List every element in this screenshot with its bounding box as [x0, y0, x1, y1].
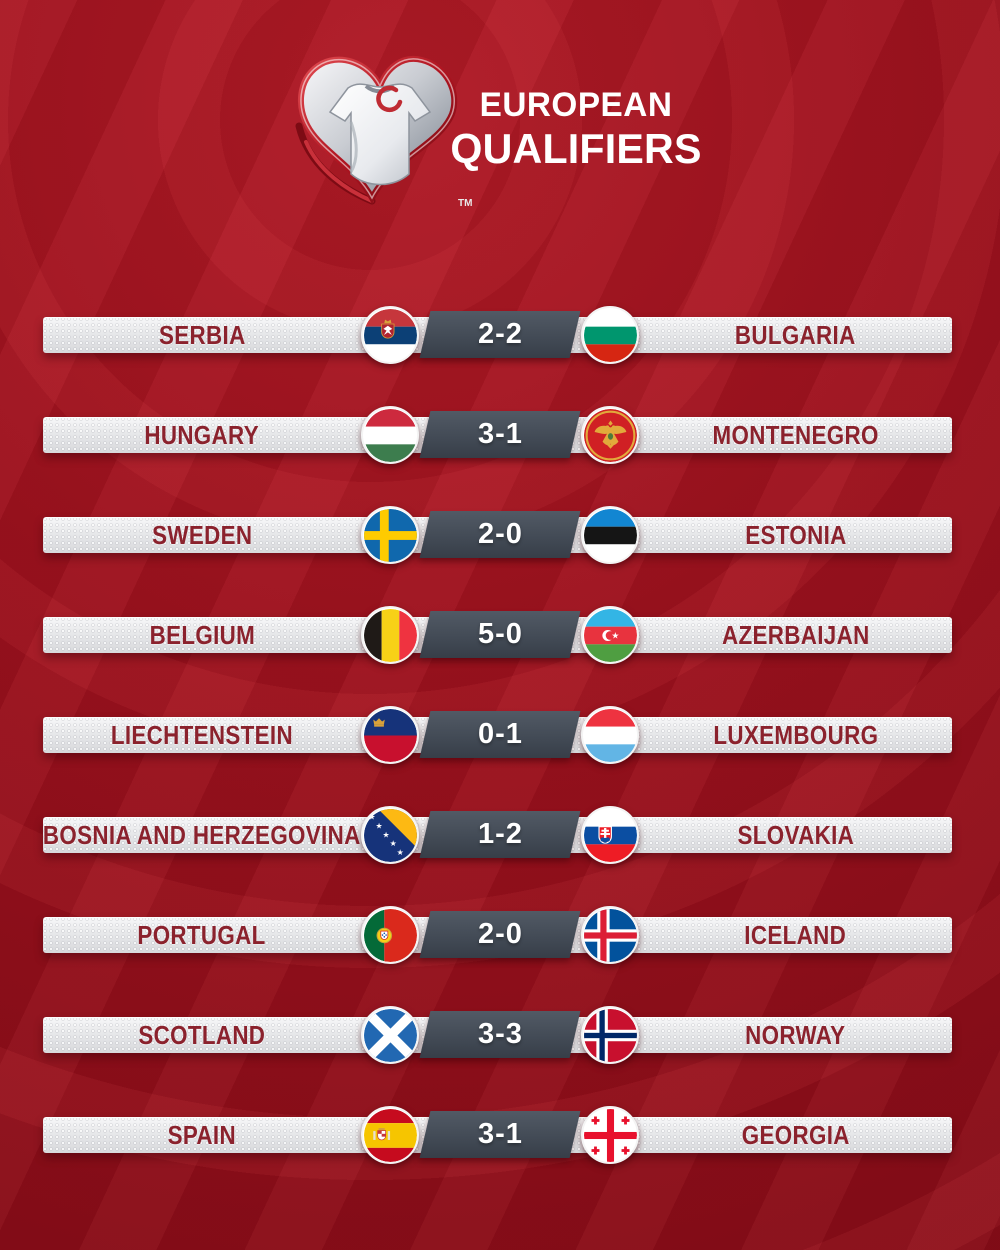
score-box: 5-0: [419, 611, 581, 658]
match-row-8: SCOTLAND 3-3 NORWAY: [43, 1006, 952, 1064]
sweden-flag-icon: [361, 506, 419, 564]
svg-text:★: ★: [389, 839, 396, 848]
title-line-qualifiers: QUALIFIERS: [450, 125, 702, 172]
scotland-flag-icon: [361, 1006, 419, 1064]
score-box: 2-0: [419, 511, 581, 558]
score-box: 2-0: [419, 911, 581, 958]
match-row-5: LIECHTENSTEIN 0-1 LUXEMBOURG: [43, 706, 952, 764]
score-box: 1-2: [419, 811, 581, 858]
score-box: 2-2: [419, 311, 581, 358]
hungary-flag-icon: [361, 406, 419, 464]
spain-flag-icon: [361, 1106, 419, 1164]
iceland-flag-icon: [581, 906, 639, 964]
title-line-european: EUROPEAN: [479, 86, 673, 124]
svg-text:★: ★: [396, 847, 403, 856]
svg-text:★: ★: [611, 631, 619, 641]
score-value: 2-0: [477, 518, 523, 550]
trademark-label: TM: [458, 198, 472, 209]
european-qualifiers-heart-jersey-logo: TM: [295, 55, 472, 209]
home-team-name: PORTUGAL: [137, 919, 267, 950]
montenegro-flag-icon: [581, 406, 639, 464]
away-team-name: GEORGIA: [741, 1119, 850, 1150]
home-team-name: HUNGARY: [144, 419, 260, 450]
match-row-4: BELGIUM 5-0 ★ AZERBAIJAN: [43, 606, 952, 664]
home-team-name: LIECHTENSTEIN: [110, 719, 294, 750]
home-team-name: BOSNIA AND HERZEGOVINA: [43, 819, 361, 850]
home-team-name: SWEDEN: [151, 519, 253, 550]
match-row-1: SERBIA 2-2 BULGARIA: [43, 306, 952, 364]
svg-text:★: ★: [375, 821, 382, 830]
svg-text:★: ★: [382, 830, 389, 839]
portugal-flag-icon: [361, 906, 419, 964]
score-value: 0-1: [477, 718, 523, 750]
match-row-7: PORTUGAL 2-0 ICELAND: [43, 906, 952, 964]
away-team-name: AZERBAIJAN: [721, 619, 870, 650]
estonia-flag-icon: [581, 506, 639, 564]
home-team-name: BELGIUM: [149, 619, 255, 650]
home-team-name: SERBIA: [158, 319, 246, 350]
score-box: 3-3: [419, 1011, 581, 1058]
liechtenstein-flag-icon: [361, 706, 419, 764]
away-team-name: BULGARIA: [735, 319, 856, 350]
away-team-name: SLOVAKIA: [737, 819, 854, 850]
match-row-6: BOSNIA AND HERZEGOVINA 1-2 ★ ★ ★ ★ ★ SLOVAKI…: [43, 806, 952, 864]
score-value: 3-3: [477, 1018, 523, 1050]
score-box: 3-1: [419, 1111, 581, 1158]
belgium-flag-icon: [361, 606, 419, 664]
score-value: 3-1: [477, 1118, 523, 1150]
score-value: 5-0: [477, 618, 523, 650]
score-value: 2-0: [477, 918, 523, 950]
score-value: 2-2: [477, 318, 523, 350]
luxembourg-flag-icon: [581, 706, 639, 764]
norway-flag-icon: [581, 1006, 639, 1064]
serbia-flag-icon: [361, 306, 419, 364]
score-box: 0-1: [419, 711, 581, 758]
header-logo-block: TM EUROPEAN QUALIFIERS: [288, 44, 728, 224]
svg-text:★: ★: [368, 812, 375, 821]
match-row-3: SWEDEN 2-0 ESTONIA: [43, 506, 952, 564]
azerbaijan-flag-icon: ★: [581, 606, 639, 664]
home-team-name: SCOTLAND: [138, 1019, 266, 1050]
away-team-name: MONTENEGRO: [712, 419, 879, 450]
page-title: EUROPEAN QUALIFIERS: [426, 88, 726, 170]
away-team-name: ICELAND: [744, 919, 847, 950]
score-value: 3-1: [477, 418, 523, 450]
bulgaria-flag-icon: [581, 306, 639, 364]
georgia-flag-icon: [581, 1106, 639, 1164]
home-team-name: SPAIN: [167, 1119, 237, 1150]
score-box: 3-1: [419, 411, 581, 458]
away-team-name: NORWAY: [745, 1019, 846, 1050]
away-team-name: LUXEMBOURG: [713, 719, 878, 750]
slovakia-flag-icon: [581, 806, 639, 864]
match-list: SERBIA 2-2 BULGARIA HUNGARY 3-1 MONTENEG…: [43, 306, 952, 1164]
score-value: 1-2: [477, 818, 523, 850]
away-team-name: ESTONIA: [744, 519, 847, 550]
match-row-2: HUNGARY 3-1 MONTENEGRO: [43, 406, 952, 464]
bosnia-and-herzegovina-flag-icon: ★ ★ ★ ★ ★: [361, 806, 419, 864]
match-row-9: SPAIN 3-1 GEORGIA: [43, 1106, 952, 1164]
